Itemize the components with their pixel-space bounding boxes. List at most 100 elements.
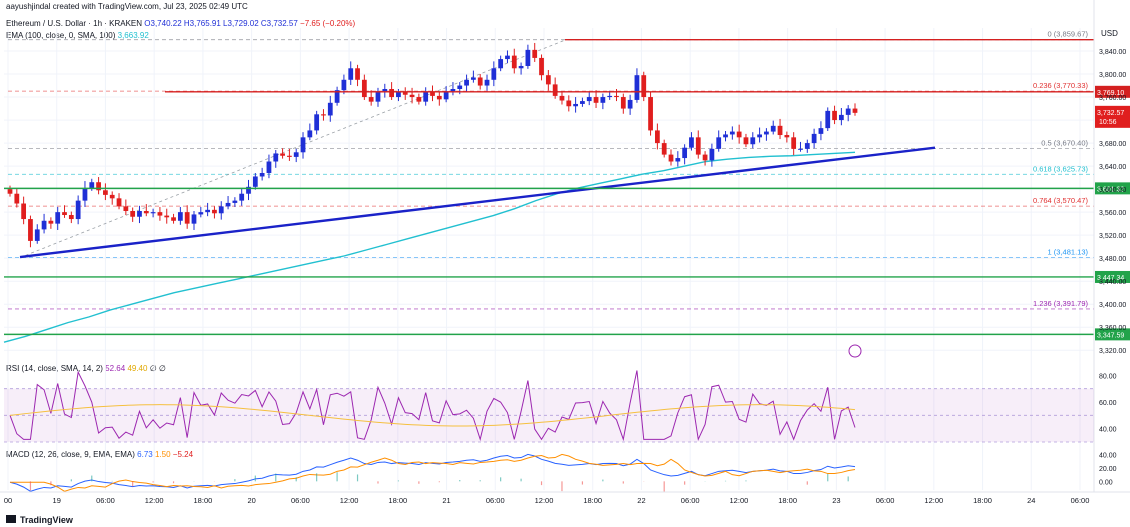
candle-body xyxy=(239,193,245,201)
x-tick-label: 12:00 xyxy=(145,496,164,505)
candle-body xyxy=(750,137,756,145)
candle-body xyxy=(811,133,817,144)
candle-body xyxy=(511,55,517,69)
signal-line xyxy=(10,453,856,492)
rsi-extra: ∅ ∅ xyxy=(149,364,166,373)
lightning-icon xyxy=(848,344,862,358)
ema-line xyxy=(3,151,856,343)
fib-label: 0 (3,859.67) xyxy=(1048,30,1089,39)
candle-body xyxy=(375,91,381,102)
x-tick-label: 06:00 xyxy=(96,496,115,505)
candle-body xyxy=(68,215,74,220)
macd-value: 6.73 xyxy=(137,450,153,459)
candle-body xyxy=(689,137,694,148)
candle-body xyxy=(607,95,613,98)
candle-body xyxy=(586,97,592,102)
y-tick-label: 3,680.00 xyxy=(1099,141,1126,148)
candle-body xyxy=(416,97,422,102)
candle-body xyxy=(450,88,456,92)
candle-body xyxy=(389,88,394,98)
level-tag xyxy=(1095,85,1130,98)
macd-tick-label: 40.00 xyxy=(1099,453,1117,460)
last-price-label: 3,732.57 xyxy=(1097,110,1124,117)
candle-body xyxy=(505,55,510,60)
candle-body xyxy=(654,130,660,144)
candle-body xyxy=(593,97,599,103)
ema-value: 3,663.92 xyxy=(117,31,149,40)
candle-body xyxy=(396,92,401,98)
ema-legend: EMA (100, close, 0, SMA, 100) 3,663.92 xyxy=(6,31,149,40)
fib-label: 0.618 (3,625.73) xyxy=(1033,164,1089,173)
symbol-name[interactable]: Ethereum / U.S. Dollar · 1h · KRAKEN xyxy=(6,19,143,28)
candle-body xyxy=(484,79,490,86)
x-tick-label: 19 xyxy=(53,496,61,505)
x-tick-label: 20 xyxy=(247,496,255,505)
candle-body xyxy=(716,137,722,149)
candle-body xyxy=(75,200,81,220)
ema-label[interactable]: EMA (100, close, 0, SMA, 100) xyxy=(6,31,116,40)
candle-body xyxy=(273,153,279,162)
level-label: 3,347.59 xyxy=(1097,332,1124,339)
x-tick-label: 12:00 xyxy=(340,496,359,505)
header-author: aayushjindal created with TradingView.co… xyxy=(6,2,248,11)
candle-body xyxy=(409,94,415,98)
x-tick-label: 06:00 xyxy=(486,496,505,505)
rsi-label[interactable]: RSI (14, close, SMA, 14, 2) xyxy=(6,364,103,373)
x-tick-label: 22 xyxy=(637,496,645,505)
candle-body xyxy=(477,77,483,86)
candle-body xyxy=(232,200,238,203)
fib-label: 0.5 (3,670.40) xyxy=(1041,139,1088,148)
candle-body xyxy=(539,57,544,76)
candle-body xyxy=(327,102,333,116)
candle-body xyxy=(287,155,292,157)
last-price-tag xyxy=(1095,105,1130,128)
symbol-legend: Ethereum / U.S. Dollar · 1h · KRAKEN O3,… xyxy=(6,19,355,28)
fib-label: 0.236 (3,770.33) xyxy=(1033,81,1089,90)
candle-body xyxy=(675,158,681,162)
candle-body xyxy=(784,135,790,138)
candle-body xyxy=(82,187,88,201)
rsi-tick-label: 60.00 xyxy=(1099,400,1117,407)
candle-body xyxy=(627,99,633,109)
candle-body xyxy=(566,100,572,107)
candle-body xyxy=(845,108,851,115)
candle-body xyxy=(620,97,626,109)
candle-body xyxy=(702,154,708,161)
candle-body xyxy=(184,212,190,224)
candle-body xyxy=(341,79,347,91)
candle-body xyxy=(355,68,360,80)
level-tag xyxy=(1095,182,1130,195)
candle-body xyxy=(361,79,367,98)
candle-body xyxy=(382,88,388,92)
candle-body xyxy=(218,206,224,214)
level-label: 3,601.32 xyxy=(1097,186,1124,193)
candle-body xyxy=(552,84,558,96)
candle-body xyxy=(252,176,258,187)
y-tick-label: 3,360.00 xyxy=(1099,325,1126,332)
x-tick-label: 00 xyxy=(4,496,12,505)
low-value: L3,729.02 xyxy=(223,19,259,28)
x-tick-label: 18:00 xyxy=(778,496,797,505)
macd-label[interactable]: MACD (12, 26, close, 9, EMA, EMA) xyxy=(6,450,135,459)
y-tick-label: 3,520.00 xyxy=(1099,233,1126,240)
candle-body xyxy=(28,219,33,241)
rsi-tick-label: 80.00 xyxy=(1099,373,1117,380)
x-tick-label: 12:00 xyxy=(924,496,943,505)
candle-body xyxy=(14,193,20,204)
candle-body xyxy=(525,49,531,66)
rsi-ma-line xyxy=(9,404,856,427)
candle-body xyxy=(402,92,408,95)
change-value: −7.65 (−0.20%) xyxy=(300,19,356,28)
candle-body xyxy=(171,217,176,221)
rsi-value: 52.64 xyxy=(105,364,126,373)
y-tick-label: 3,480.00 xyxy=(1099,256,1126,263)
candle-body xyxy=(559,95,565,101)
candle-body xyxy=(668,154,674,162)
candle-body xyxy=(266,161,272,174)
candle-body xyxy=(300,137,306,153)
candle-body xyxy=(818,128,824,134)
candle-body xyxy=(430,92,435,96)
candle-body xyxy=(777,125,783,136)
close-value: C3,732.57 xyxy=(260,19,298,28)
